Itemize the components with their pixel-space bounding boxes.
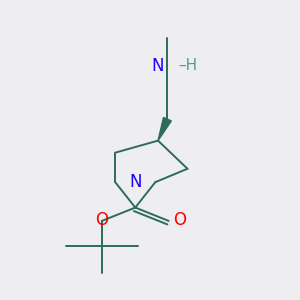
Text: O: O: [173, 211, 186, 229]
Polygon shape: [158, 118, 171, 141]
Text: O: O: [95, 211, 108, 229]
Text: N: N: [151, 57, 164, 75]
Text: N: N: [129, 173, 142, 191]
Text: –H: –H: [178, 58, 197, 73]
